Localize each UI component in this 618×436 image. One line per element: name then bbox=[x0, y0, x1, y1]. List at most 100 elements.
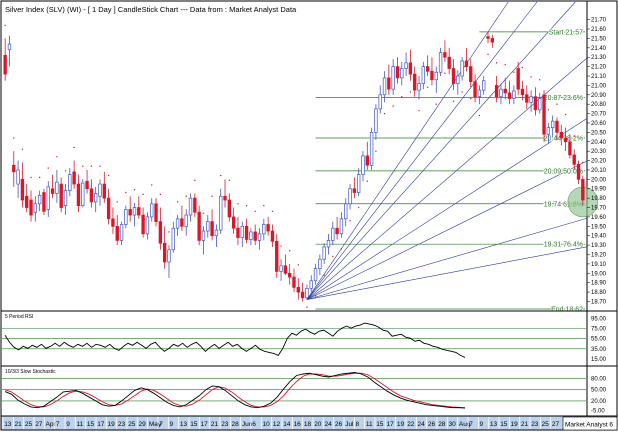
candle-body bbox=[546, 127, 551, 135]
stochastic-tick-label: -5.00 bbox=[591, 408, 605, 414]
parabolic-dot bbox=[99, 165, 101, 167]
candle-body bbox=[425, 66, 430, 72]
candle-body bbox=[219, 195, 223, 231]
rsi-label: 5 Period RSI bbox=[5, 314, 33, 320]
footer-box bbox=[562, 416, 618, 431]
parabolic-dot bbox=[573, 135, 575, 137]
parabolic-dot bbox=[73, 146, 75, 149]
candle-body bbox=[231, 216, 236, 229]
candle-body bbox=[443, 52, 447, 58]
candle-body bbox=[391, 66, 395, 90]
date-tick-label: 23 bbox=[221, 421, 229, 428]
price-tick-label: 20.90 bbox=[591, 93, 607, 99]
date-tick-label: 22 bbox=[407, 421, 415, 428]
date-tick-label: 19 bbox=[397, 421, 405, 428]
candle-body bbox=[128, 209, 132, 216]
candle-body bbox=[542, 94, 546, 135]
date-tick-label: 19 bbox=[108, 421, 116, 428]
price-tick-label: 20.10 bbox=[591, 168, 607, 174]
candle-body bbox=[369, 132, 374, 166]
candle-body bbox=[141, 214, 145, 235]
chart-title: Silver Index (SLV) (WI) - [ 1 Day ] Cand… bbox=[5, 5, 297, 14]
candle-body bbox=[559, 132, 563, 139]
parabolic-dot bbox=[90, 165, 93, 167]
price-tick-label: 20.00 bbox=[591, 177, 607, 183]
date-tick-label: 24 bbox=[418, 421, 426, 428]
parabolic-dot bbox=[151, 184, 153, 186]
candle-body bbox=[206, 221, 210, 232]
parabolic-dot bbox=[452, 100, 455, 103]
candle-body bbox=[257, 233, 262, 241]
fib-level-label: 20.87 23.6% bbox=[544, 95, 583, 102]
price-tick-label: 21.10 bbox=[591, 74, 607, 80]
parabolic-dot bbox=[461, 91, 463, 93]
candle-body bbox=[464, 60, 469, 67]
date-tick-label: 15 bbox=[190, 421, 198, 428]
parabolic-dot bbox=[263, 204, 265, 207]
fib-level-label: 20.44 38.2% bbox=[544, 136, 583, 143]
candle-body bbox=[447, 56, 451, 69]
date-tick-label: 12 bbox=[273, 421, 281, 428]
date-tick-label: 29 bbox=[139, 421, 147, 428]
candle-body bbox=[538, 98, 542, 111]
date-tick-label: 28 bbox=[438, 421, 446, 428]
candle-body bbox=[352, 188, 357, 193]
candle-body bbox=[520, 88, 525, 96]
price-tick-label: 21.60 bbox=[591, 27, 607, 33]
date-tick-label: 9 bbox=[170, 421, 174, 428]
price-tick-label: 19.40 bbox=[591, 234, 607, 240]
candle-body bbox=[477, 89, 482, 98]
parabolic-dot bbox=[168, 231, 170, 233]
date-tick-label: 10 bbox=[263, 421, 271, 428]
candle-body bbox=[111, 218, 115, 227]
stochastic-axis bbox=[586, 365, 618, 417]
fan-line bbox=[306, 118, 588, 300]
parabolic-dot bbox=[142, 193, 144, 196]
parabolic-dot bbox=[530, 76, 532, 78]
candle-body bbox=[494, 85, 499, 98]
candle-body bbox=[249, 231, 253, 240]
stochastic-d-line bbox=[4, 372, 466, 409]
date-tick-label: 26 bbox=[428, 421, 436, 428]
parabolic-dot bbox=[245, 204, 248, 207]
date-tick-label: 24 bbox=[325, 421, 333, 428]
candle-body bbox=[124, 209, 128, 225]
candle-body bbox=[387, 77, 391, 90]
candle-body bbox=[175, 218, 180, 229]
candle-body bbox=[309, 280, 313, 289]
candle-body bbox=[227, 199, 232, 218]
price-panel bbox=[0, 0, 588, 312]
price-tick-label: 20.40 bbox=[591, 140, 607, 146]
parabolic-dot bbox=[176, 201, 179, 203]
candle-body bbox=[63, 190, 68, 207]
candle-body bbox=[382, 77, 387, 96]
candle-body bbox=[296, 287, 300, 293]
parabolic-dot bbox=[426, 86, 429, 88]
candle-body bbox=[94, 193, 98, 203]
price-tick-label: 20.80 bbox=[591, 102, 607, 108]
candle-body bbox=[499, 88, 503, 98]
price-tick-label: 20.60 bbox=[591, 121, 607, 127]
rsi-tick-label: 15.00 bbox=[591, 357, 607, 363]
parabolic-dot bbox=[228, 179, 231, 181]
price-tick-label: 20.30 bbox=[591, 149, 607, 155]
price-tick-label: 21.20 bbox=[591, 65, 607, 71]
parabolic-dot bbox=[521, 66, 524, 69]
parabolic-dot bbox=[47, 167, 49, 169]
candle-body bbox=[223, 195, 227, 201]
parabolic-dot bbox=[56, 156, 58, 158]
parabolic-dot bbox=[323, 274, 325, 276]
parabolic-dot bbox=[220, 174, 222, 177]
date-tick-label: 21 bbox=[521, 421, 529, 428]
stochastic-series: 80.00 50.00 20.00 -5.00 bbox=[2, 372, 607, 414]
candle-body bbox=[374, 108, 378, 133]
parabolic-dot bbox=[383, 112, 386, 115]
candle-body bbox=[180, 218, 184, 227]
date-tick-label: 25 bbox=[128, 421, 136, 428]
date-tick-label: 15 bbox=[500, 421, 508, 428]
candle-body bbox=[430, 70, 434, 81]
date-tick-label: 20 bbox=[314, 421, 322, 428]
candle-body bbox=[137, 207, 141, 216]
candle-body bbox=[98, 183, 102, 197]
